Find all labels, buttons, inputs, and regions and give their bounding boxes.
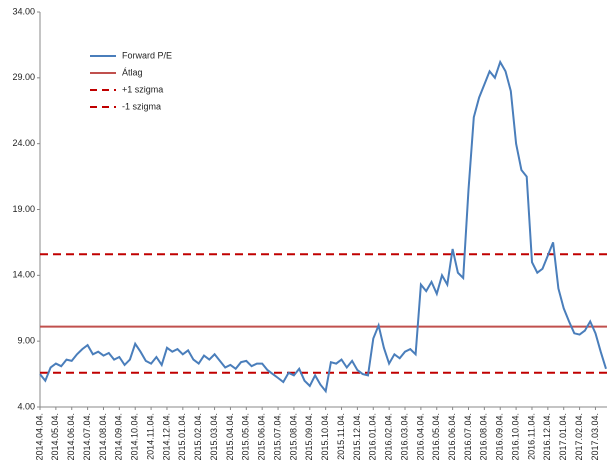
- x-tick-label: 2016.10.04.: [510, 413, 520, 461]
- x-tick-label: 2016.09.04.: [495, 413, 505, 461]
- x-tick-label: 2014.09.04.: [114, 413, 124, 461]
- x-tick-label: 2014.11.04.: [145, 413, 155, 460]
- x-tick-label: 2016.04.04.: [415, 413, 425, 461]
- legend-label: Forward P/E: [122, 50, 172, 60]
- y-tick-label: 4.00: [17, 401, 35, 411]
- x-tick-label: 2017.01.04.: [558, 413, 568, 461]
- x-tick-label: 2017.02.04.: [574, 413, 584, 461]
- x-tick-label: 2015.01.04.: [177, 413, 187, 461]
- x-tick-label: 2016.12.04.: [542, 413, 552, 461]
- x-tick-label: 2014.08.04.: [98, 413, 108, 461]
- y-tick-label: 14.00: [12, 270, 35, 280]
- x-tick-label: 2015.07.04.: [272, 413, 282, 461]
- data-line: [39, 59, 607, 394]
- x-tick-label: 2015.11.04.: [336, 413, 346, 460]
- x-tick-label: 2015.10.04.: [320, 413, 330, 461]
- y-tick-label: 34.00: [12, 6, 35, 16]
- x-tick-label: 2016.05.04.: [431, 413, 441, 461]
- x-tick-label: 2015.02.04.: [193, 413, 203, 461]
- y-tick-label: 29.00: [12, 72, 35, 82]
- x-tick-label: 2016.02.04.: [384, 413, 394, 461]
- x-tick-label: 2014.12.04.: [161, 413, 171, 461]
- x-tick-label: 2015.05.04.: [241, 413, 251, 461]
- x-tick-label: 2016.07.04.: [463, 413, 473, 461]
- x-tick-label: 2014.07.04.: [82, 413, 92, 461]
- x-tick-label: 2016.03.04.: [399, 413, 409, 461]
- x-tick-label: 2016.06.04.: [447, 413, 457, 461]
- x-tick-label: 2014.05.04.: [50, 413, 60, 461]
- x-tick-label: 2015.03.04.: [209, 413, 219, 461]
- x-tick-label: 2015.09.04.: [304, 413, 314, 461]
- x-tick-label: 2014.04.04.: [34, 413, 44, 461]
- x-tick-label: 2016.01.04.: [368, 413, 378, 461]
- x-tick-label: 2015.04.04.: [225, 413, 235, 461]
- y-tick-label: 24.00: [12, 138, 35, 148]
- legend-label: +1 szigma: [122, 84, 163, 94]
- x-tick-label: 2015.12.04.: [352, 413, 362, 461]
- x-tick-label: 2016.11.04.: [526, 413, 536, 460]
- x-tick-label: 2017.03.04.: [590, 413, 600, 461]
- y-tick-label: 9.00: [17, 336, 35, 346]
- y-tick-label: 19.00: [12, 204, 35, 214]
- x-tick-label: 2015.06.04.: [257, 413, 267, 461]
- x-tick-label: 2016.08.04.: [479, 413, 489, 461]
- x-tick-label: 2014.06.04.: [66, 413, 76, 461]
- x-tick-label: 2015.08.04.: [288, 413, 298, 461]
- legend-label: Átlag: [122, 67, 143, 77]
- x-tick-label: 2014.10.04.: [130, 413, 140, 461]
- legend-label: -1 szigma: [122, 101, 161, 111]
